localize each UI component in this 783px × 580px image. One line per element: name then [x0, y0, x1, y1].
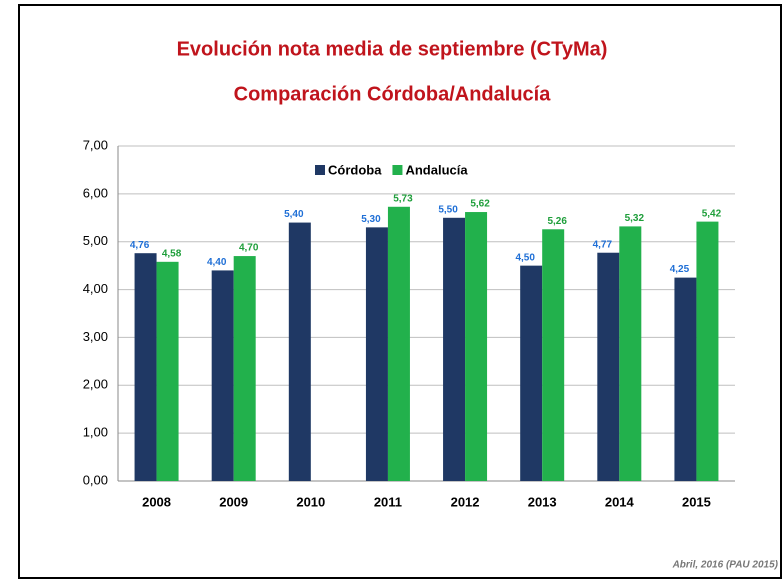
bar [443, 217, 466, 482]
bar [597, 252, 620, 481]
x-tick-label: 2013 [528, 494, 557, 509]
value-label: 4,58 [162, 248, 182, 259]
value-label: 5,32 [625, 213, 645, 224]
value-label: 5,26 [547, 216, 567, 227]
legend-swatch [392, 165, 403, 175]
value-label: 4,50 [515, 252, 535, 263]
annotation: Abril, 2016 (PAU 2015) [672, 560, 779, 571]
bar [619, 226, 642, 481]
value-label: 4,25 [670, 264, 690, 275]
bar [365, 227, 388, 481]
bar [520, 265, 543, 481]
value-label: 5,42 [702, 208, 722, 219]
y-tick-label: 0,00 [83, 472, 108, 487]
bar [288, 222, 311, 482]
bar [211, 270, 234, 481]
bar [134, 253, 157, 481]
y-tick-label: 6,00 [83, 185, 108, 200]
y-tick-label: 2,00 [83, 377, 108, 392]
legend-label: Córdoba [328, 162, 382, 177]
value-label: 4,77 [593, 239, 613, 250]
x-tick-label: 2009 [219, 494, 248, 509]
y-tick-label: 7,00 [83, 137, 108, 152]
x-tick-label: 2008 [142, 494, 171, 509]
y-tick-label: 4,00 [83, 281, 108, 296]
y-tick-label: 3,00 [83, 329, 108, 344]
x-tick-label: 2012 [451, 494, 480, 509]
y-tick-label: 5,00 [83, 233, 108, 248]
legend-swatch [315, 165, 325, 175]
y-tick-label: 1,00 [83, 425, 108, 440]
bar [696, 221, 719, 481]
chart-title: Evolución nota media de septiembre (CTyM… [177, 38, 608, 60]
bar [674, 277, 697, 481]
value-label: 5,30 [361, 214, 381, 225]
bar [387, 206, 410, 481]
x-tick-label: 2011 [374, 494, 402, 509]
value-label: 5,73 [393, 193, 413, 204]
bar [465, 212, 488, 482]
legend-label: Andalucía [405, 162, 468, 177]
bar [233, 256, 256, 481]
x-tick-label: 2010 [296, 494, 325, 509]
value-label: 5,40 [284, 209, 304, 220]
x-tick-label: 2014 [605, 494, 635, 509]
chart-subtitle: Comparación Córdoba/Andalucía [234, 83, 552, 105]
value-label: 4,70 [239, 243, 259, 254]
value-label: 4,40 [207, 257, 227, 268]
bar [156, 261, 179, 481]
bar [542, 229, 565, 481]
x-tick-label: 2015 [682, 494, 711, 509]
value-label: 4,76 [130, 240, 150, 251]
value-label: 5,50 [438, 204, 458, 215]
value-label: 5,62 [470, 199, 490, 210]
